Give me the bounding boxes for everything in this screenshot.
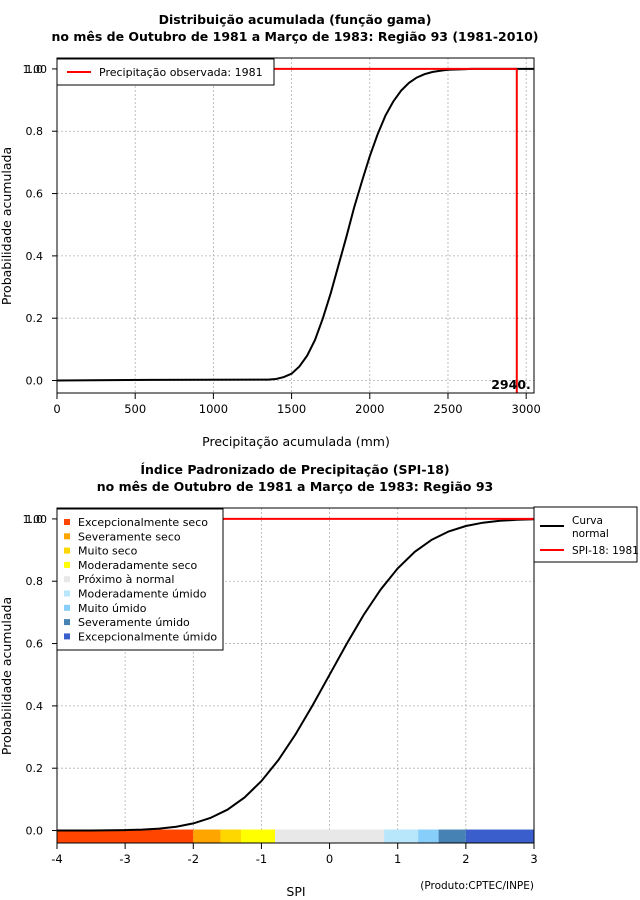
spi-category-band [418, 829, 439, 843]
spi-category-band [384, 829, 419, 843]
y-tick-label: 0.6 [26, 638, 44, 651]
category-legend-box [56, 508, 224, 651]
legend-curve-label-line2: normal [572, 528, 609, 540]
chart-top-title-line1: Distribuição acumulada (função gama) [159, 12, 432, 27]
category-legend-label: Excepcionalmente úmido [78, 630, 217, 643]
chart-bottom-spi-category-bar [57, 829, 534, 843]
cdf-curve-line [56, 67, 534, 382]
spi-category-band [57, 829, 194, 843]
y-tick-label: 0.8 [26, 575, 44, 588]
legend-curve-label-line1: Curva [572, 515, 603, 527]
chart-bottom-title-line1: Índice Padronizado de Precipitação (SPI-… [140, 462, 449, 477]
chart-top-y-axis-label: Probabilidade acumulada [0, 147, 14, 305]
category-legend-label: Moderadamente seco [78, 559, 198, 572]
chart-bottom-x-axis-label: SPI [286, 884, 305, 899]
chart-bottom: Índice Padronizado de Precipitação (SPI-… [0, 462, 639, 899]
category-legend-swatch [64, 590, 70, 597]
chart-top-x-axis: 0 500 1000 1500 2000 2500 3000 [53, 393, 541, 416]
chart-bottom-title-line2: no mês de Outubro de 1981 a Março de 198… [97, 479, 493, 494]
category-legend-swatch [64, 604, 70, 611]
y-tick-label: 0.4 [26, 700, 44, 713]
category-legend-swatch [64, 619, 70, 626]
y-top-tick-label: 1.00 [23, 63, 48, 76]
chart-top-plot-frame [56, 57, 535, 394]
y-tick-label: 0.2 [26, 312, 44, 325]
spi-category-band [438, 829, 466, 843]
chart-top: Distribuição acumulada (função gama) no … [0, 12, 541, 449]
y-tick-label: 0.0 [26, 375, 44, 388]
x-tick-label: 3000 [512, 402, 541, 416]
x-tick-label: 1 [394, 852, 401, 866]
y-tick-label: 1.0 [26, 513, 44, 526]
spi-category-band [465, 829, 534, 843]
category-legend-swatch [64, 576, 70, 583]
x-tick-label: -2 [188, 852, 199, 866]
chart-top-legend-box [56, 58, 275, 86]
x-tick-label: -3 [119, 852, 130, 866]
x-tick-label: 2500 [433, 402, 462, 416]
legend-spi-label: SPI-18: 1981 [572, 545, 639, 557]
chart-top-title-line2: no mês de Outubro de 1981 a Março de 198… [51, 29, 538, 44]
y-tick-label: 0.2 [26, 762, 44, 775]
spi-category-band [240, 829, 276, 843]
category-legend-label: Muito seco [78, 545, 138, 558]
y-tick-label: 0.4 [26, 250, 44, 263]
x-tick-label: 0 [326, 852, 333, 866]
category-legend-label: Moderadamente úmido [78, 588, 207, 601]
chart-bottom-legend-box [533, 506, 638, 563]
x-tick-label: 500 [124, 402, 146, 416]
x-tick-label: 1500 [277, 402, 306, 416]
observed-value-label: 2940. [491, 377, 531, 392]
x-tick-label: 2000 [355, 402, 384, 416]
category-legend-swatch [64, 519, 70, 525]
category-legend-swatch [64, 533, 70, 540]
y-tick-label: 0.6 [26, 188, 44, 201]
x-tick-label: 2 [462, 852, 469, 866]
cdf-curve-line [57, 518, 535, 832]
category-legend-label: Muito úmido [78, 602, 147, 615]
category-legend-label: Excepcionalmente seco [78, 516, 208, 529]
product-credit-note: (Produto:CPTEC/INPE) [420, 880, 534, 892]
x-tick-label: -4 [51, 852, 62, 866]
y-tick-label: 0.8 [26, 125, 44, 138]
chart-bottom-plot-frame [56, 507, 535, 844]
spi-category-band [220, 829, 241, 843]
y-tick-label: 0.0 [26, 825, 44, 838]
category-legend-swatch [64, 561, 70, 568]
x-tick-label: 3 [530, 852, 537, 866]
spi-category-band [275, 829, 385, 843]
spi-category-band [193, 829, 221, 843]
chart-top-legend: Precipitação observada: 1981 [56, 58, 275, 86]
chart-bottom-y-axis-label: Probabilidade acumulada [0, 597, 14, 755]
chart-top-grid [57, 58, 534, 393]
chart-top-y-axis: 0.0 0.2 0.4 0.6 0.8 1.01.00 [23, 63, 57, 388]
chart-bottom-y-axis: 0.0 0.2 0.4 0.6 0.8 1.01.00 [23, 513, 57, 838]
chart-top-legend-label: Precipitação observada: 1981 [99, 66, 263, 79]
category-legend-label: Próximo à normal [78, 573, 174, 586]
x-tick-label: -1 [256, 852, 267, 866]
x-tick-label: 0 [53, 402, 60, 416]
category-legend-swatch [64, 633, 70, 640]
y-top-tick-label: 1.00 [23, 513, 48, 526]
y-tick-label: 1.0 [26, 63, 44, 76]
category-legend-swatch [64, 547, 70, 554]
category-legend-label: Severamente úmido [78, 616, 190, 629]
chart-top-x-axis-label: Precipitação acumulada (mm) [202, 434, 390, 449]
x-tick-label: 1000 [199, 402, 228, 416]
chart-bottom-x-axis: -4 -3 -2 -1 0 1 2 3 [51, 843, 538, 866]
chart-bottom-legend: Curva normal SPI-18: 1981 [533, 506, 639, 563]
category-legend-label: Severamente seco [78, 530, 181, 543]
